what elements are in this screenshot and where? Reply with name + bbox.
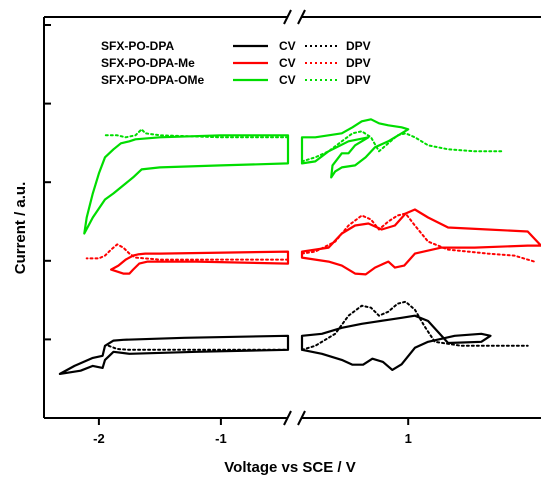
x-axis-title: Voltage vs SCE / V	[224, 459, 355, 476]
legend-dpv-label: DPV	[346, 39, 371, 53]
series-sfx-po-dpa-me-cv-4	[109, 250, 290, 275]
legend-compound-label: SFX-PO-DPA-OMe	[101, 73, 204, 87]
legend-compound-label: SFX-PO-DPA	[101, 39, 174, 53]
legend: SFX-PO-DPA CV DPV SFX-PO-DPA-Me CV DPV SFX-PO-…	[101, 39, 371, 87]
series-sfx-po-dpa-ome-dpv-11	[301, 130, 503, 163]
legend-compound-label: SFX-PO-DPA-Me	[101, 56, 195, 70]
x-ticks: -2 -1 1	[93, 418, 412, 446]
curves-layer	[58, 118, 541, 375]
series-sfx-po-dpa-ome-dpv-10	[104, 128, 289, 139]
legend-dpv-label: DPV	[346, 73, 371, 87]
x-tick-label: -2	[93, 431, 105, 446]
series-sfx-po-dpa-ome-cv-8	[83, 134, 290, 235]
series-sfx-po-dpa-me-dpv-6	[85, 243, 289, 261]
axis-break-bottom	[283, 410, 306, 426]
x-tick-label: 1	[405, 431, 412, 446]
axis-break-top	[283, 9, 306, 25]
y-ticks	[44, 24, 51, 341]
legend-cv-label: CV	[279, 56, 296, 70]
series-sfx-po-dpa-ome-cv-9	[300, 118, 410, 179]
series-sfx-po-dpa-dpv-2	[107, 344, 289, 351]
series-sfx-po-dpa-me-cv-5	[300, 208, 541, 276]
legend-cv-label: CV	[279, 73, 296, 87]
y-axis-title: Current / a.u.	[12, 182, 29, 275]
series-sfx-po-dpa-cv-0	[58, 334, 290, 375]
series-sfx-po-dpa-dpv-3	[301, 300, 529, 351]
legend-cv-label: CV	[279, 39, 296, 53]
legend-dpv-label: DPV	[346, 56, 371, 70]
series-sfx-po-dpa-me-dpv-7	[301, 212, 536, 263]
x-tick-label: -1	[215, 431, 227, 446]
series-sfx-po-dpa-cv-1	[300, 314, 492, 371]
